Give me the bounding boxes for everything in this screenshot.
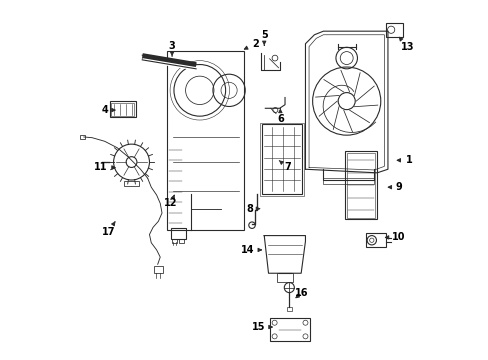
Bar xyxy=(179,239,183,243)
Text: 7: 7 xyxy=(279,161,290,172)
Polygon shape xyxy=(264,235,305,273)
Text: 8: 8 xyxy=(246,204,259,214)
Bar xyxy=(323,178,373,184)
Text: 10: 10 xyxy=(385,232,405,242)
Bar xyxy=(171,228,185,239)
Bar xyxy=(270,319,309,341)
Bar xyxy=(111,103,134,116)
Text: 9: 9 xyxy=(387,182,401,192)
Text: 16: 16 xyxy=(295,288,308,298)
Bar xyxy=(110,101,136,117)
Bar xyxy=(344,151,376,220)
Bar xyxy=(124,181,139,186)
Text: 1: 1 xyxy=(396,155,412,165)
Bar xyxy=(80,135,84,139)
Text: 3: 3 xyxy=(168,41,175,56)
Bar xyxy=(276,273,292,282)
Text: 12: 12 xyxy=(164,195,177,208)
Text: 2: 2 xyxy=(244,39,258,49)
Text: 14: 14 xyxy=(241,245,261,255)
Bar xyxy=(172,239,177,243)
Text: 4: 4 xyxy=(101,105,115,115)
Bar xyxy=(366,233,386,247)
Text: 6: 6 xyxy=(276,108,283,124)
Bar xyxy=(386,23,403,37)
Text: 13: 13 xyxy=(398,37,413,52)
Bar xyxy=(346,153,375,218)
Text: 15: 15 xyxy=(252,322,271,332)
Bar xyxy=(154,266,163,273)
Text: 5: 5 xyxy=(260,30,267,45)
Bar xyxy=(167,51,244,230)
Bar xyxy=(286,307,291,311)
Bar xyxy=(260,123,303,196)
Text: 11: 11 xyxy=(94,162,115,172)
Bar xyxy=(261,125,301,194)
Text: 17: 17 xyxy=(102,222,115,237)
